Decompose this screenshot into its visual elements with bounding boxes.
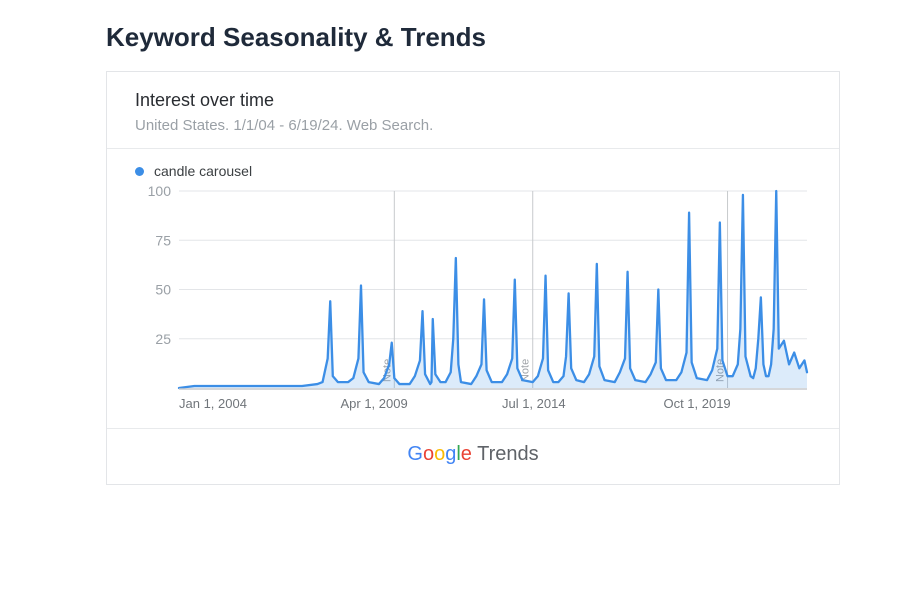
svg-text:25: 25 xyxy=(155,331,171,347)
svg-text:50: 50 xyxy=(155,282,171,298)
legend: candle carousel xyxy=(107,149,839,179)
trends-card: Interest over time United States. 1/1/04… xyxy=(106,71,840,485)
brand-glyph: Trends xyxy=(472,443,539,465)
svg-text:Jan 1, 2004: Jan 1, 2004 xyxy=(179,396,247,411)
svg-text:Apr 1, 2009: Apr 1, 2009 xyxy=(340,396,407,411)
legend-label: candle carousel xyxy=(154,163,252,179)
svg-text:75: 75 xyxy=(155,232,171,248)
brand-glyph: e xyxy=(461,443,472,465)
chart-svg: 255075100NoteNoteNoteJan 1, 2004Apr 1, 2… xyxy=(135,183,813,418)
brand-glyph: g xyxy=(445,443,456,465)
legend-dot-icon xyxy=(135,167,144,176)
card-footer: Google Trends xyxy=(107,428,839,484)
chart: 255075100NoteNoteNoteJan 1, 2004Apr 1, 2… xyxy=(107,179,839,428)
svg-text:100: 100 xyxy=(148,183,172,199)
svg-text:Jul 1, 2014: Jul 1, 2014 xyxy=(502,396,566,411)
brand-glyph: G xyxy=(407,443,423,465)
card-subtitle: United States. 1/1/04 - 6/19/24. Web Sea… xyxy=(135,117,811,134)
svg-text:Oct 1, 2019: Oct 1, 2019 xyxy=(663,396,730,411)
card-title: Interest over time xyxy=(135,90,811,111)
brand-glyph: o xyxy=(423,443,434,465)
brand-glyph: o xyxy=(434,443,445,465)
card-header: Interest over time United States. 1/1/04… xyxy=(107,72,839,149)
page-title: Keyword Seasonality & Trends xyxy=(106,22,900,53)
